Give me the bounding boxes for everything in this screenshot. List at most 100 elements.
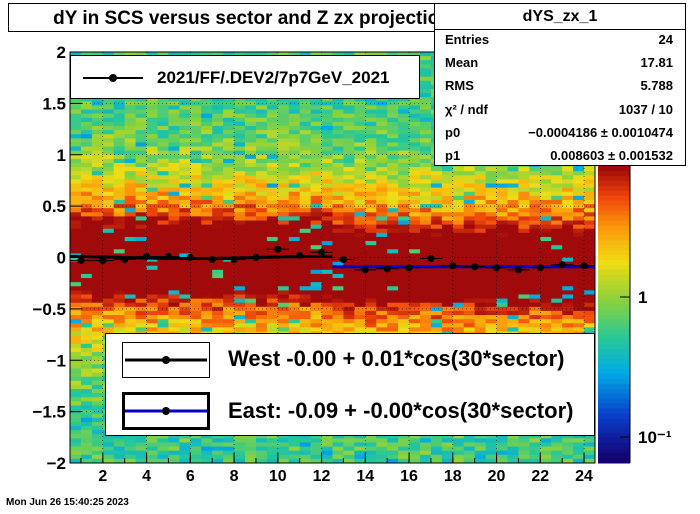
heatmap-cell (376, 167, 388, 172)
heatmap-cell (277, 162, 290, 168)
heatmap-cell (245, 121, 257, 127)
x-tick-label: 4 (142, 468, 151, 485)
heatmap-cell (135, 121, 147, 127)
heatmap-cell (201, 434, 213, 439)
heatmap-cell (376, 52, 388, 57)
heatmap-cell (343, 109, 355, 115)
heatmap-cell (529, 199, 541, 205)
heatmap-cell (354, 224, 366, 230)
heatmap-cell (212, 315, 224, 320)
heatmap-cell (212, 204, 224, 209)
heatmap-cell (212, 101, 224, 106)
heatmap-cell (376, 323, 388, 328)
heatmap-cell (529, 187, 541, 193)
heatmap-cell (255, 269, 268, 275)
heatmap-cell (387, 199, 399, 205)
heatmap-cell (518, 171, 530, 176)
heatmap-cell (113, 298, 126, 304)
heatmap-cell (190, 282, 202, 287)
heatmap-cell (376, 195, 388, 201)
heatmap-cell (496, 232, 508, 238)
heatmap-cell (452, 171, 465, 176)
heatmap-cell (332, 97, 344, 102)
heatmap-cell (441, 175, 454, 180)
heatmap-cell (223, 273, 235, 279)
heatmap-cell (463, 310, 476, 316)
heatmap-cell (70, 397, 82, 402)
heatmap-cell (398, 438, 410, 443)
heatmap-cell (91, 339, 104, 345)
heatmap-cell (365, 319, 377, 324)
heatmap-cell (146, 446, 158, 452)
heatmap-cell (135, 294, 147, 299)
heatmap-cell (255, 179, 268, 184)
heatmap-cell (212, 323, 224, 328)
heatmap-cell (474, 245, 487, 250)
heatmap-cell (463, 306, 476, 312)
heatmap-cell (288, 113, 301, 119)
heatmap-cell (255, 162, 268, 168)
heatmap-cell (398, 442, 410, 447)
heatmap-cell (551, 278, 563, 283)
heatmap-cell (354, 278, 366, 283)
heatmap-cell (124, 310, 137, 316)
heatmap-cell (474, 446, 487, 452)
heatmap-cell (321, 167, 333, 172)
heatmap-cell (201, 290, 213, 295)
heatmap-cell (91, 171, 104, 176)
heatmap-cell (354, 199, 366, 205)
heatmap-cell (518, 442, 530, 447)
heatmap-cell (80, 401, 93, 406)
heatmap-cell (201, 125, 213, 131)
heatmap-cell (113, 224, 126, 230)
heatmap-cell (102, 130, 115, 135)
heatmap-cell (245, 52, 257, 57)
heatmap-cell (365, 199, 377, 205)
heatmap-cell (201, 117, 213, 123)
heatmap-cell (485, 450, 497, 456)
heatmap-cell (441, 282, 454, 287)
heatmap-cell (584, 241, 596, 246)
heatmap-cell (157, 269, 169, 275)
heatmap-cell (179, 121, 191, 127)
heatmap-cell (507, 183, 519, 189)
heatmap-cell (146, 134, 158, 139)
heatmap-cell (157, 130, 169, 135)
heatmap-cell (146, 208, 158, 213)
heatmap-cell (124, 319, 137, 324)
heatmap-cell (190, 315, 202, 320)
heatmap-cell (354, 191, 366, 197)
heatmap-cell (398, 171, 410, 176)
heatmap-cell (321, 310, 333, 316)
heatmap-cell (113, 195, 126, 201)
heatmap-cell (168, 310, 180, 316)
heatmap-cell (146, 142, 158, 147)
heatmap-cell (266, 117, 279, 123)
heatmap-cell (420, 212, 432, 217)
heatmap-cell (70, 265, 82, 271)
heatmap-cell (223, 158, 235, 164)
heatmap-cell (190, 261, 202, 267)
heatmap-cell (485, 302, 497, 308)
heatmap-cell (168, 154, 180, 160)
heatmap-cell (146, 191, 158, 197)
heatmap-cell (310, 245, 322, 250)
heatmap-cell (223, 187, 235, 193)
heatmap-cell (245, 158, 257, 164)
y-tick-label: −2 (47, 454, 66, 473)
heatmap-cell (179, 101, 191, 106)
heatmap-cell (343, 187, 355, 193)
heatmap-cell (157, 52, 169, 57)
heatmap-cell (551, 273, 563, 279)
heatmap-cell (179, 204, 191, 209)
heatmap-cell (70, 446, 82, 452)
heatmap-cell (540, 319, 552, 324)
colorbar-cell (598, 304, 630, 311)
heatmap-cell (135, 97, 147, 102)
heatmap-cell (376, 438, 388, 443)
heatmap-cell (387, 232, 399, 238)
heatmap-cell (255, 438, 268, 443)
heatmap-cell (212, 158, 224, 164)
heatmap-cell (332, 319, 344, 324)
heatmap-cell (398, 117, 410, 123)
